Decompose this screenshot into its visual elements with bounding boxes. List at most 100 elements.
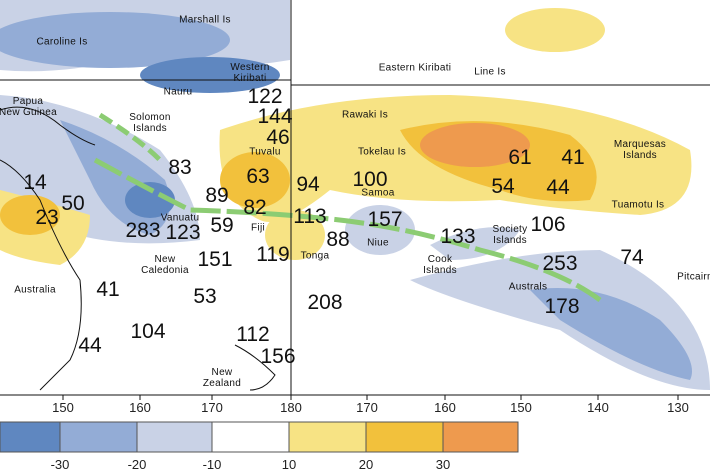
- station-value: 46: [266, 126, 290, 149]
- legend-swatch: [211, 421, 290, 453]
- place-label: Society Islands: [492, 224, 528, 246]
- place-label: Tuamotu Is: [611, 199, 665, 211]
- place-label: Tuvalu: [249, 146, 281, 158]
- place-label: Caroline Is: [36, 36, 88, 48]
- frame: [0, 0, 710, 396]
- legend-swatch: [442, 421, 519, 453]
- place-label: Line Is: [474, 66, 506, 78]
- station-value: 50: [61, 192, 85, 215]
- place-label: Marquesas Islands: [613, 139, 667, 161]
- station-value: 151: [197, 248, 233, 271]
- station-value: 283: [125, 219, 161, 242]
- shade: [420, 123, 530, 167]
- station-value: 82: [243, 196, 267, 219]
- station-value: 104: [130, 320, 166, 343]
- station-value: 253: [542, 252, 578, 275]
- place-label: Australs: [508, 281, 548, 293]
- station-value: 63: [246, 165, 270, 188]
- longitude-label: 180: [280, 400, 302, 415]
- shade: [125, 182, 175, 218]
- station-value: 178: [544, 295, 580, 318]
- place-label: Australia: [14, 284, 56, 296]
- coast: [0, 106, 96, 146]
- longitude-label: 170: [356, 400, 378, 415]
- legend-swatch: [136, 421, 213, 453]
- convergence-zone: [98, 112, 162, 162]
- shade: [0, 195, 60, 235]
- place-label: Papua New Guinea: [0, 96, 58, 118]
- legend-label: 10: [281, 457, 297, 472]
- station-value: 208: [307, 291, 343, 314]
- station-value: 123: [165, 221, 201, 244]
- longitude-label: 130: [667, 400, 689, 415]
- longitude-label: 150: [52, 400, 74, 415]
- station-value: 59: [210, 214, 234, 237]
- station-value: 94: [296, 173, 320, 196]
- legend-label: -10: [202, 457, 222, 472]
- station-value: 83: [168, 156, 192, 179]
- station-value: 54: [491, 175, 515, 198]
- place-label: Pitcairn: [677, 271, 710, 283]
- legend-swatch: [0, 421, 61, 453]
- shade: [530, 288, 692, 380]
- longitude-label: 160: [129, 400, 151, 415]
- place-label: Marshall Is: [179, 14, 231, 26]
- legend-label: -20: [127, 457, 147, 472]
- station-value: 122: [247, 85, 283, 108]
- station-value: 133: [440, 225, 476, 248]
- station-value: 144: [257, 105, 293, 128]
- legend-label: 20: [358, 457, 374, 472]
- place-label: Tonga: [300, 250, 330, 262]
- legend-swatch: [365, 421, 444, 453]
- legend-label: -30: [50, 457, 70, 472]
- station-value: 14: [23, 171, 47, 194]
- shade: [140, 57, 280, 93]
- shade: [265, 210, 325, 260]
- place-label: Nauru: [163, 86, 193, 98]
- station-value: 157: [367, 208, 403, 231]
- place-label: Vanuatu: [160, 212, 200, 224]
- station-value: 61: [508, 146, 532, 169]
- station-value: 156: [260, 345, 296, 368]
- shade: [220, 152, 290, 208]
- shade: [515, 22, 545, 42]
- station-value: 106: [530, 213, 566, 236]
- station-value: 41: [96, 278, 120, 301]
- station-value: 74: [620, 246, 644, 269]
- station-value: 44: [78, 334, 102, 357]
- place-label: Rawaki Is: [341, 109, 389, 121]
- convergence-zone: [93, 157, 602, 303]
- station-value: 44: [546, 176, 570, 199]
- coast: [234, 344, 276, 391]
- longitude-label: 150: [510, 400, 532, 415]
- place-label: Eastern Kiribati: [378, 62, 452, 74]
- coastlines: [0, 106, 276, 391]
- anomaly-shading: [0, 0, 710, 390]
- station-value: 119: [256, 243, 290, 266]
- station-value: 100: [352, 168, 388, 191]
- coast: [0, 159, 82, 391]
- place-label: New Caledonia: [141, 254, 189, 276]
- shade: [345, 205, 415, 255]
- place-label: Niue: [367, 237, 389, 249]
- legend-swatch: [59, 421, 138, 453]
- shade: [430, 227, 520, 260]
- longitude-label: 160: [434, 400, 456, 415]
- station-value: 89: [205, 184, 229, 207]
- station-value: 88: [326, 228, 350, 251]
- place-label: Western Kiribati: [230, 62, 270, 84]
- place-label: Cook Islands: [423, 254, 457, 276]
- place-label: Fiji: [251, 222, 265, 234]
- station-value: 112: [236, 323, 270, 346]
- station-value: 113: [293, 205, 327, 228]
- legend-swatch: [288, 421, 367, 453]
- station-value: 41: [561, 146, 585, 169]
- place-label: Solomon Islands: [129, 112, 171, 134]
- place-label: New Zealand: [202, 367, 242, 389]
- shade: [0, 12, 230, 68]
- station-value: 53: [193, 285, 217, 308]
- place-label: Samoa: [361, 187, 395, 199]
- station-value: 23: [35, 206, 59, 229]
